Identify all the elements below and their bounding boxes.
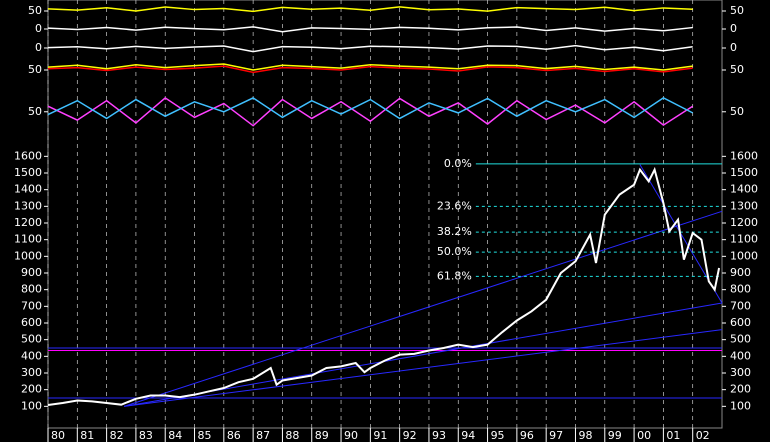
y-tick-label-right: 800 xyxy=(730,283,751,296)
y-tick-label-right: 1400 xyxy=(730,183,758,196)
y-tick-label-right: 1000 xyxy=(730,249,758,262)
series-line xyxy=(47,26,693,33)
x-tick-label: 83 xyxy=(139,429,153,442)
series-line xyxy=(47,65,693,74)
y-tick-label: 100 xyxy=(21,399,42,412)
x-tick-label: 85 xyxy=(198,429,212,442)
y-tick-label: 300 xyxy=(21,366,42,379)
y-tick-label-right: 1200 xyxy=(730,216,758,229)
y-tick-label-right: 600 xyxy=(730,316,751,329)
x-tick-label: 92 xyxy=(403,429,417,442)
y-tick-label-right: 900 xyxy=(730,266,751,279)
y-tick-label-right: 1600 xyxy=(730,149,758,162)
x-tick-label: 93 xyxy=(432,429,446,442)
x-tick-label: 80 xyxy=(51,429,65,442)
y-tick-label: 50 xyxy=(28,63,42,76)
y-tick-label-right: 500 xyxy=(730,333,751,346)
y-tick-label: 50 xyxy=(28,4,42,17)
y-tick-label-right: 50 xyxy=(730,63,744,76)
x-tick-label: 97 xyxy=(549,429,563,442)
x-tick-label: 91 xyxy=(373,429,387,442)
x-tick-label: 86 xyxy=(227,429,241,442)
x-tick-label: 00 xyxy=(637,429,651,442)
y-tick-label-right: 400 xyxy=(730,349,751,362)
y-tick-label-right: 1500 xyxy=(730,166,758,179)
x-tick-label: 90 xyxy=(344,429,358,442)
y-tick-label: 700 xyxy=(21,299,42,312)
plot-frame xyxy=(47,0,723,429)
y-tick-label-right: 200 xyxy=(730,383,751,396)
y-tick-label-right: 0 xyxy=(730,41,737,54)
y-tick-label: 800 xyxy=(21,283,42,296)
x-tick-label: 95 xyxy=(491,429,505,442)
y-tick-label-right: 0 xyxy=(730,22,737,35)
y-tick-label: 1400 xyxy=(14,183,42,196)
fib-label: 38.2% xyxy=(437,225,472,238)
y-tick-label: 600 xyxy=(21,316,42,329)
y-tick-label: 0 xyxy=(35,22,42,35)
fib-label: 0.0% xyxy=(444,157,472,170)
trend-line xyxy=(124,210,723,407)
series-line xyxy=(47,44,693,53)
series-line xyxy=(47,63,693,71)
y-tick-label: 900 xyxy=(21,266,42,279)
fib-label: 23.6% xyxy=(437,199,472,212)
y-tick-label-right: 1100 xyxy=(730,233,758,246)
x-tick-label: 87 xyxy=(256,429,270,442)
y-tick-label-right: 50 xyxy=(730,4,744,17)
trend-line xyxy=(124,302,723,407)
x-tick-label: 01 xyxy=(666,429,680,442)
x-tick-label: 99 xyxy=(608,429,622,442)
x-tick-label: 82 xyxy=(110,429,124,442)
y-tick-label: 1500 xyxy=(14,166,42,179)
y-tick-label: 1000 xyxy=(14,249,42,262)
y-tick-label: 1300 xyxy=(14,199,42,212)
y-tick-label-right: 300 xyxy=(730,366,751,379)
y-tick-label-right: 1300 xyxy=(730,199,758,212)
x-tick-label: 02 xyxy=(696,429,710,442)
y-tick-label: 200 xyxy=(21,383,42,396)
y-tick-label: 500 xyxy=(21,333,42,346)
y-tick-label: 400 xyxy=(21,349,42,362)
fib-label: 61.8% xyxy=(437,269,472,282)
series-line xyxy=(47,96,694,127)
y-tick-label-right: 700 xyxy=(730,299,751,312)
y-tick-label-right: 100 xyxy=(730,399,751,412)
series-line xyxy=(47,97,694,120)
series-line xyxy=(47,166,721,406)
x-tick-label: 94 xyxy=(461,429,475,442)
y-tick-label: 1600 xyxy=(14,149,42,162)
y-tick-label: 1200 xyxy=(14,216,42,229)
x-tick-label: 89 xyxy=(315,429,329,442)
x-tick-label: 98 xyxy=(578,429,592,442)
y-tick-label: 50 xyxy=(28,105,42,118)
x-tick-label: 81 xyxy=(80,429,94,442)
x-tick-label: 96 xyxy=(520,429,534,442)
series-line xyxy=(47,6,693,13)
x-tick-label: 88 xyxy=(285,429,299,442)
fib-label: 50.0% xyxy=(437,245,472,258)
trend-line xyxy=(124,329,723,407)
x-tick-label: 84 xyxy=(168,429,182,442)
y-tick-label-right: 50 xyxy=(730,105,744,118)
y-tick-label: 0 xyxy=(35,41,42,54)
y-tick-label: 1100 xyxy=(14,233,42,246)
